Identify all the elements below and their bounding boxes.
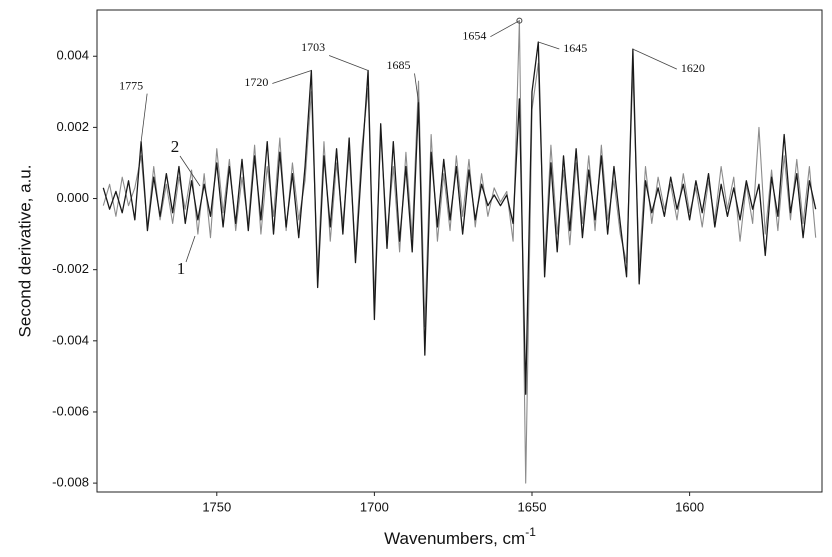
x-tick-label: 1700: [360, 499, 389, 514]
annotation-label: 1645: [563, 41, 587, 55]
annotation-leader: [414, 73, 419, 103]
annotation-label: 1703: [301, 40, 325, 54]
annotation-leader: [632, 48, 678, 70]
x-tick-label: 1650: [518, 499, 547, 514]
x-axis-title: Wavenumbers, cm-1: [384, 525, 536, 548]
annotation-leader: [538, 41, 560, 50]
y-tick-label: -0.004: [52, 332, 89, 347]
annotation-leader: [328, 55, 369, 71]
annotation-label: 1720: [244, 75, 268, 89]
series-label: 1: [177, 259, 186, 278]
annotation-point: [516, 17, 523, 24]
plot-frame: [96, 9, 823, 493]
y-tick-label: 0.000: [56, 190, 89, 205]
annotation-leader: [272, 70, 312, 84]
annotation-label: 1620: [681, 61, 705, 75]
x-tick-label: 1600: [675, 499, 704, 514]
y-tick-label: -0.008: [52, 475, 89, 490]
y-tick-label: 0.004: [56, 48, 89, 63]
annotation-label: 1685: [387, 58, 411, 72]
y-tick-label: -0.006: [52, 403, 89, 418]
series-label-leader: [179, 155, 201, 187]
series-label: 2: [171, 137, 180, 156]
annotation-label: 1775: [119, 78, 143, 92]
y-tick-label: -0.002: [52, 261, 89, 276]
annotation-label: 1654: [462, 28, 486, 42]
x-axis-title-exponent: -1: [525, 525, 536, 539]
x-tick-label: 1750: [202, 499, 231, 514]
series-label-leader: [185, 235, 196, 263]
y-tick-label: 0.002: [56, 119, 89, 134]
y-axis-title: Second derivative, a.u.: [15, 165, 34, 338]
x-axis-title-main: Wavenumbers, cm: [384, 529, 525, 548]
series-line: [102, 41, 817, 395]
series-line: [102, 20, 817, 484]
annotation-leader: [140, 93, 148, 142]
annotation-leader: [490, 20, 520, 38]
